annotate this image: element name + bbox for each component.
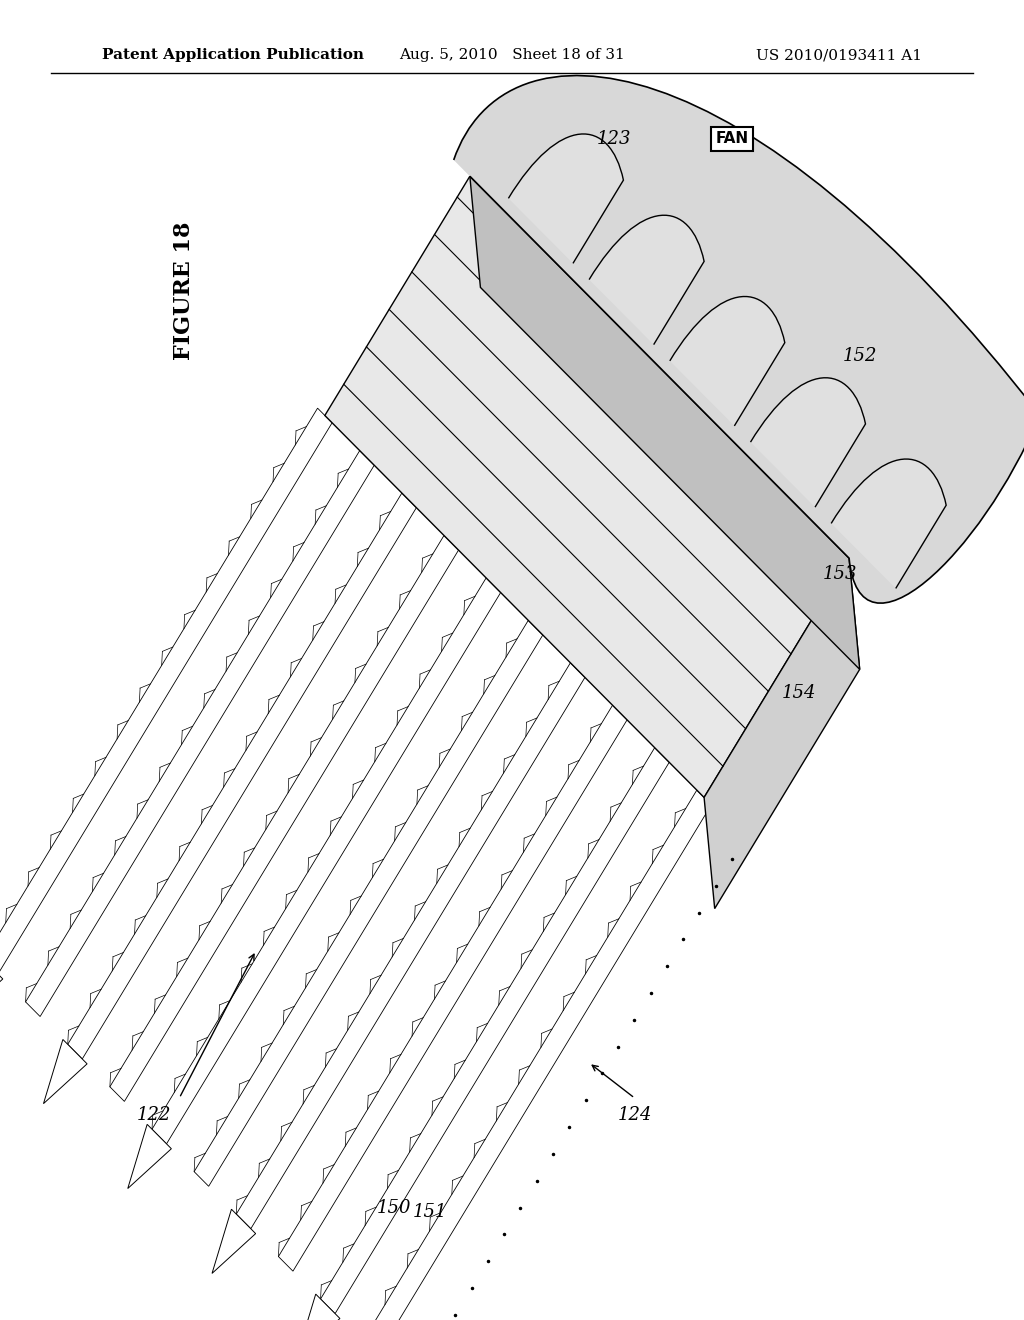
Polygon shape: [237, 663, 585, 1229]
Polygon shape: [152, 578, 501, 1144]
PathPatch shape: [589, 215, 705, 345]
Text: FIGURE 18: FIGURE 18: [173, 222, 196, 359]
Polygon shape: [43, 1039, 87, 1104]
Polygon shape: [705, 558, 860, 908]
PathPatch shape: [751, 378, 865, 507]
PathPatch shape: [454, 75, 1024, 603]
Text: 122: 122: [136, 1106, 171, 1125]
Text: FAN: FAN: [716, 131, 749, 147]
Text: 153: 153: [822, 565, 857, 583]
Polygon shape: [321, 747, 670, 1313]
Text: 154: 154: [781, 684, 816, 702]
Polygon shape: [325, 177, 849, 797]
Text: 124: 124: [617, 1106, 652, 1125]
Polygon shape: [195, 620, 543, 1187]
Polygon shape: [470, 177, 860, 669]
Polygon shape: [279, 705, 627, 1271]
Polygon shape: [128, 1125, 171, 1188]
Polygon shape: [0, 408, 332, 974]
Text: Aug. 5, 2010   Sheet 18 of 31: Aug. 5, 2010 Sheet 18 of 31: [399, 49, 625, 62]
Text: US 2010/0193411 A1: US 2010/0193411 A1: [756, 49, 922, 62]
PathPatch shape: [670, 297, 784, 426]
Polygon shape: [110, 536, 459, 1101]
Polygon shape: [68, 494, 417, 1059]
Polygon shape: [0, 954, 3, 1019]
Text: 123: 123: [597, 129, 632, 148]
Text: 151: 151: [413, 1203, 447, 1221]
Text: 150: 150: [377, 1199, 412, 1217]
Polygon shape: [296, 1294, 340, 1320]
Text: Patent Application Publication: Patent Application Publication: [102, 49, 365, 62]
Polygon shape: [26, 450, 374, 1016]
PathPatch shape: [831, 459, 946, 589]
Polygon shape: [212, 1209, 256, 1274]
Text: 152: 152: [843, 347, 878, 366]
PathPatch shape: [509, 133, 624, 264]
Polygon shape: [362, 791, 712, 1320]
